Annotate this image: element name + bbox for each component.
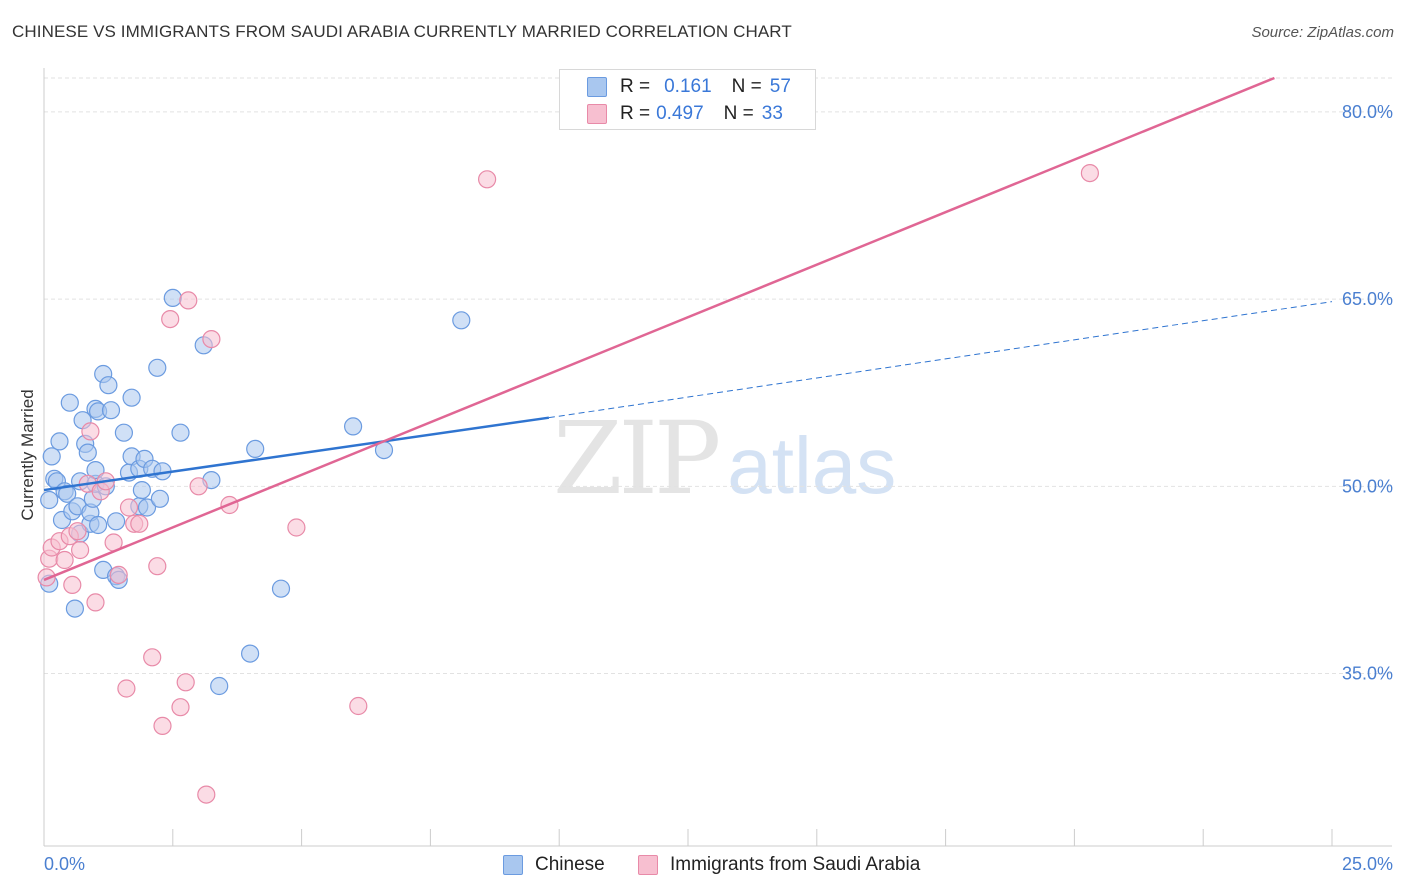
legend-r-label: R = [620,76,651,97]
saudi-point [153,716,172,736]
chinese-point [58,484,77,503]
chinese-point [50,432,69,451]
legend-n-label: N = [723,103,754,124]
saudi-point [119,498,139,517]
saudi-point [55,550,74,570]
chinese-point [137,498,157,517]
saudi-point [478,170,497,189]
saudi-point [148,557,167,576]
x-tick-label-start: 0.0% [44,854,85,874]
legend-r-value: 0.497 [656,103,704,124]
chinese-point [101,401,121,420]
chinese-point [246,439,265,458]
chinese-point [99,376,118,395]
chinese-point [210,676,229,696]
chinese-point [60,393,79,412]
chinese-point [86,461,105,480]
chinese-point [78,443,97,462]
saudi-point [109,565,128,585]
saudi-point [81,422,100,441]
saudi-point [143,648,162,667]
saudi-point [68,522,87,541]
legend-r-value: 0.161 [664,76,712,97]
saudi-point [37,568,56,587]
chinese-point [114,423,134,442]
legend-swatch-saudi [587,104,607,124]
chinese-trend-extension [548,301,1333,419]
source-label[interactable]: Source: ZipAtlas.com [1251,24,1394,41]
saudi-point [117,679,136,698]
legend-row-chinese: R = 0.161 N = 57 [587,74,791,100]
chinese-point [148,358,167,377]
legend-n-value: 33 [761,103,783,124]
axes [43,68,1392,847]
data-points [37,164,1100,804]
legend-item-chinese[interactable]: Chinese [503,852,605,878]
legend-label-chinese: Chinese [535,854,605,875]
chinese-point [65,599,85,618]
chinese-point [271,579,291,598]
saudi-point [70,540,90,560]
legend-swatch-saudi [638,855,658,875]
chinese-point [163,288,182,307]
chinese-point [241,644,260,663]
x-tick-label-end: 25.0% [1342,854,1393,874]
y-tick-label: 80.0% [1342,102,1393,122]
trend-lines [43,76,1333,582]
chinese-point [42,447,61,466]
saudi-point [197,785,216,804]
correlation-legend: R = 0.161 N = 57 R = 0.497 N = 33 [559,69,816,130]
legend-row-saudi: R = 0.497 N = 33 [587,101,783,127]
legend-n-label: N = [731,76,762,97]
grid-lines [44,77,1392,675]
legend-n-value: 57 [769,76,791,97]
tick-labels: 35.0% 50.0% 65.0% 80.0% 0.0% 25.0% [44,102,1393,874]
saudi-point [130,514,149,533]
chinese-point [88,515,108,535]
saudi-point [161,310,180,329]
saudi-point [176,673,195,692]
y-tick-label: 65.0% [1342,289,1393,309]
series-legend: Chinese Immigrants from Saudi Arabia [0,852,1406,878]
legend-item-saudi[interactable]: Immigrants from Saudi Arabia [638,852,920,878]
chinese-point [106,512,126,531]
saudi-point [349,696,368,716]
legend-swatch-chinese [587,77,607,97]
legend-r-label: R = [620,103,651,124]
chart-title: CHINESE VS IMMIGRANTS FROM SAUDI ARABIA … [12,22,792,41]
chinese-trend-line [43,416,550,492]
saudi-trend-line [43,76,1275,582]
saudi-point [179,291,198,310]
legend-label-saudi: Immigrants from Saudi Arabia [670,854,921,875]
chinese-point [150,489,169,508]
chinese-point [40,490,59,510]
chinese-point [132,481,151,500]
saudi-point [171,698,190,717]
chinese-point [122,388,141,407]
legend-swatch-chinese [503,855,523,875]
saudi-point [189,477,208,496]
saudi-point [202,330,221,349]
y-tick-label: 50.0% [1342,476,1393,496]
chinese-point [452,311,471,330]
chinese-point [344,417,363,436]
saudi-point [287,518,306,537]
saudi-point [86,593,105,612]
chinese-point [171,423,190,442]
saudi-point [1080,164,1100,183]
saudi-point [63,575,82,595]
y-tick-label: 35.0% [1342,664,1393,684]
